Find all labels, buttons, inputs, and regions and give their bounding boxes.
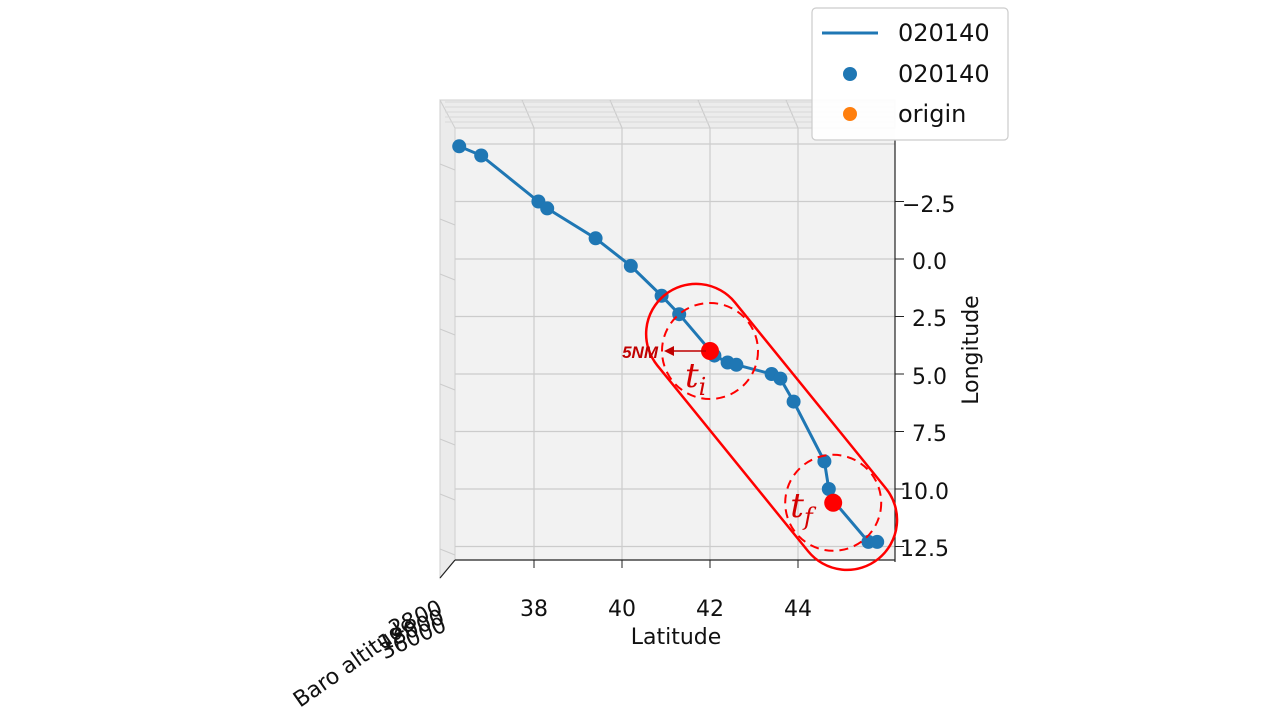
grid-line-z [439, 328, 456, 336]
start-point-marker [701, 342, 719, 360]
end-point-marker [824, 493, 843, 512]
radius-label: 5NM [622, 343, 659, 362]
grid-line-z [439, 273, 456, 281]
data-point [821, 482, 836, 496]
grid-line-z [439, 548, 456, 556]
x-tick-label: 44 [784, 597, 812, 622]
start-time-label: ti [685, 356, 706, 401]
legend-label: 020140 [898, 19, 990, 47]
data-point [786, 394, 801, 409]
grid-line-z [439, 163, 456, 171]
data-point [773, 371, 788, 386]
start-time-subscript: i [699, 373, 707, 401]
x-axis-label: Latitude [631, 625, 722, 650]
grid-line-z [439, 493, 456, 501]
annotation-layer: 5NM ti tf [622, 282, 899, 572]
grid-line-x-top [697, 99, 711, 129]
grid-line-z [439, 438, 456, 446]
y-tick-labels: −2.5 0.0 2.5 5.0 7.5 10.0 12.5 [900, 193, 955, 562]
grid-line-z [439, 218, 456, 226]
z-axis-label: Baro altitude [289, 611, 420, 713]
y-tick-label: 2.5 [912, 307, 947, 332]
x-tick-label: 38 [520, 597, 548, 622]
data-point [817, 454, 832, 469]
data-point [452, 139, 467, 154]
grid-line-z [439, 383, 456, 391]
left-pane [439, 99, 456, 580]
y-tick-label: 7.5 [912, 422, 947, 447]
start-radius-circle [661, 302, 759, 400]
tick-marks [533, 201, 904, 568]
data-point [870, 534, 885, 549]
grid-lines [439, 99, 895, 560]
grid-line-x-top [785, 99, 799, 129]
y-tick-label: 10.0 [900, 480, 949, 505]
legend-label: origin [898, 100, 966, 128]
radius-arrowhead [664, 346, 674, 356]
legend: 020140 020140 origin [811, 7, 1009, 141]
data-point [474, 148, 489, 163]
y-tick-label: 5.0 [912, 365, 947, 390]
start-time-symbol: t [685, 356, 699, 396]
y-tick-label: −2.5 [902, 193, 955, 218]
data-point [729, 357, 744, 372]
y-tick-label: 0.0 [912, 250, 947, 275]
end-time-symbol: t [790, 486, 804, 526]
data-point [588, 231, 603, 246]
legend-marker-swatch [843, 67, 857, 81]
data-point [654, 288, 669, 303]
z-axis-line [439, 559, 456, 579]
data-point [540, 201, 555, 216]
x-tick-labels: 38 40 42 44 [520, 597, 812, 622]
data-point [623, 258, 638, 273]
back-pane [455, 128, 895, 560]
end-radius-circle [784, 453, 883, 552]
capsule-outline [644, 282, 899, 572]
legend-box [811, 7, 1009, 141]
y-axis-label: Longitude [959, 295, 984, 404]
grid-line-x-top [609, 99, 623, 129]
grid-line-x-top [521, 99, 535, 129]
x-tick-label: 40 [608, 597, 636, 622]
legend-label: 020140 [898, 60, 990, 88]
legend-origin-swatch [843, 107, 857, 121]
y-tick-label: 12.5 [900, 537, 949, 562]
x-tick-label: 42 [696, 597, 724, 622]
